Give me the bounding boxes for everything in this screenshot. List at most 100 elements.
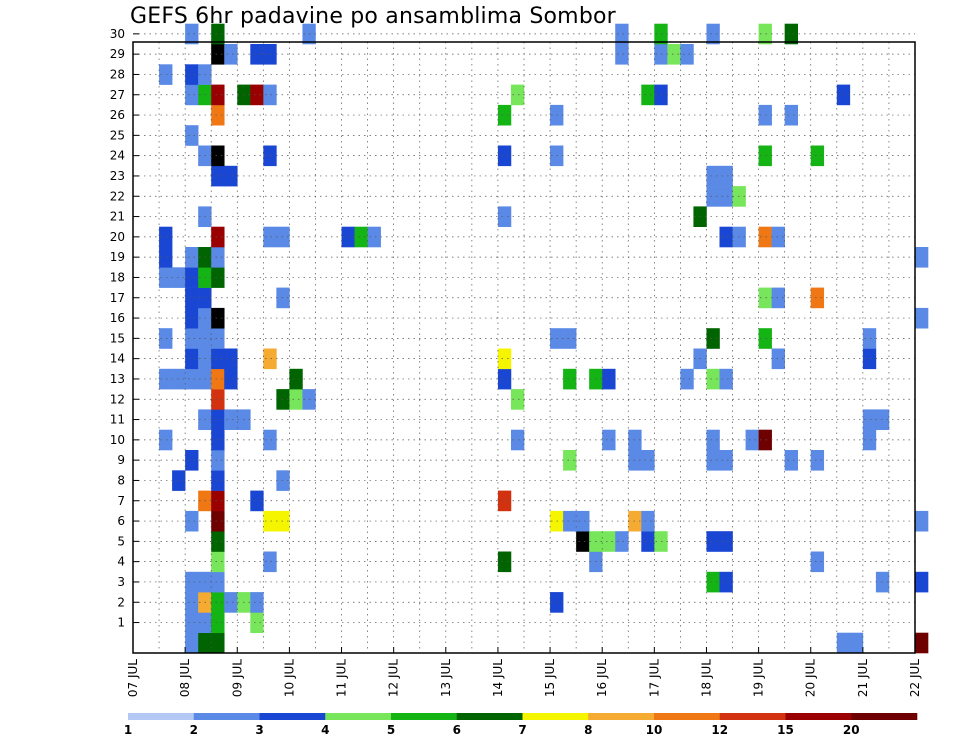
heatmap-cell: [563, 510, 577, 532]
heatmap-cell: [667, 44, 681, 65]
heatmap-cell: [172, 368, 186, 390]
heatmap-cell: [758, 429, 772, 451]
heatmap-cell: [849, 632, 864, 654]
heatmap-cell: [211, 551, 225, 573]
y-tick-label: 13: [110, 372, 125, 386]
colorbar-label: 3: [255, 723, 263, 737]
heatmap-cell: [602, 368, 616, 390]
heatmap-cell: [211, 510, 225, 532]
heatmap-cell: [758, 328, 772, 349]
heatmap-cell: [250, 612, 264, 633]
heatmap-cell: [497, 551, 512, 573]
heatmap-cell: [615, 531, 629, 552]
heatmap-cell: [758, 287, 772, 309]
x-tick-label: 09 JUL: [230, 659, 244, 697]
y-tick-label: 22: [110, 189, 125, 203]
heatmap-cell: [276, 287, 290, 309]
heatmap-cell: [862, 328, 877, 349]
heatmap-cell: [185, 328, 199, 349]
heatmap-cell: [497, 348, 512, 370]
heatmap-cell: [224, 368, 238, 390]
y-tick-label: 11: [110, 413, 125, 427]
colorbar-swatch: [456, 713, 523, 720]
plot-frame: [132, 41, 916, 654]
y-tick-label: 27: [110, 88, 125, 102]
heatmap-cell: [185, 84, 199, 106]
x-tick-label: 17 JUL: [647, 659, 661, 697]
heatmap-cell: [641, 84, 655, 106]
heatmap-cell: [289, 389, 303, 410]
heatmap-cell: [680, 44, 694, 65]
heatmap-cell: [159, 64, 173, 85]
heatmap-cell: [497, 104, 512, 126]
heatmap-cell: [211, 571, 225, 593]
colorbar-swatch: [654, 713, 721, 720]
x-tick-label: 18 JUL: [699, 659, 713, 697]
heatmap-cell: [810, 287, 825, 309]
heatmap-cell: [198, 632, 212, 654]
heatmap-cell: [224, 165, 238, 187]
heatmap-cell: [706, 328, 720, 349]
heatmap-cell: [915, 632, 929, 654]
heatmap-cell: [563, 450, 577, 471]
y-tick-label: 28: [110, 67, 125, 81]
x-tick-label: 15 JUL: [543, 659, 557, 697]
heatmap-cell: [211, 44, 225, 65]
y-tick-label: 5: [117, 534, 125, 548]
heatmap-cell: [211, 450, 225, 471]
heatmap-cell: [211, 328, 225, 349]
y-tick-label: 24: [110, 149, 125, 163]
heatmap-cell: [706, 186, 720, 207]
heatmap-cell: [758, 23, 772, 45]
y-tick-label: 14: [110, 352, 125, 366]
heatmap-cell: [263, 429, 277, 451]
x-axis: 07 JUL 08 JUL 09 JUL 10 JUL 11 JUL 12 JUL 13 J…: [126, 647, 922, 697]
heatmap-cell: [510, 84, 525, 106]
colorbar-label: 6: [453, 723, 461, 737]
heatmap-cell: [641, 510, 655, 532]
heatmap-cell: [862, 409, 877, 430]
heatmap-cell: [276, 226, 290, 248]
heatmap-cell: [159, 267, 173, 288]
heatmap-cell: [915, 510, 929, 532]
y-tick-label: 16: [110, 311, 125, 325]
heatmap-cell: [719, 165, 733, 187]
y-tick-label: 18: [110, 270, 125, 284]
heatmap-cell: [263, 551, 277, 573]
heatmap-cell: [810, 551, 825, 573]
heatmap-cell: [250, 490, 264, 512]
x-tick-label: 08 JUL: [178, 659, 192, 697]
heatmap-cell: [211, 23, 225, 45]
heatmap-cell: [263, 84, 277, 106]
heatmap-cell: [615, 23, 629, 45]
heatmap-cell: [185, 247, 199, 268]
y-tick-label: 8: [117, 473, 125, 487]
heatmap-cell: [576, 510, 590, 532]
heatmap-cell: [211, 104, 225, 126]
colorbar-swatch: [259, 713, 326, 720]
heatmap-cell: [758, 104, 772, 126]
y-tick-label: 26: [110, 108, 125, 122]
heatmap-cell: [719, 186, 733, 207]
heatmap-cell: [615, 44, 629, 65]
heatmap-cell: [211, 612, 225, 633]
y-tick-label: 25: [110, 128, 125, 142]
y-tick-label: 7: [117, 494, 125, 508]
heatmap-cell: [563, 368, 577, 390]
heatmap-cell: [185, 592, 199, 613]
colorbar-swatch: [851, 713, 918, 720]
heatmap-cells: [159, 23, 929, 654]
x-tick-label: 12 JUL: [387, 659, 401, 697]
heatmap-cell: [185, 612, 199, 633]
heatmap-cell: [497, 145, 512, 167]
heatmap-cell: [771, 348, 785, 370]
heatmap-cell: [263, 44, 277, 65]
heatmap-cell: [211, 84, 225, 106]
heatmap-cell: [185, 348, 199, 370]
heatmap-cell: [719, 571, 733, 593]
y-tick-label: 29: [110, 47, 125, 61]
heatmap-cell: [719, 450, 733, 471]
heatmap-cell: [497, 368, 512, 390]
y-tick-label: 23: [110, 169, 125, 183]
colorbar-swatch: [128, 713, 195, 720]
